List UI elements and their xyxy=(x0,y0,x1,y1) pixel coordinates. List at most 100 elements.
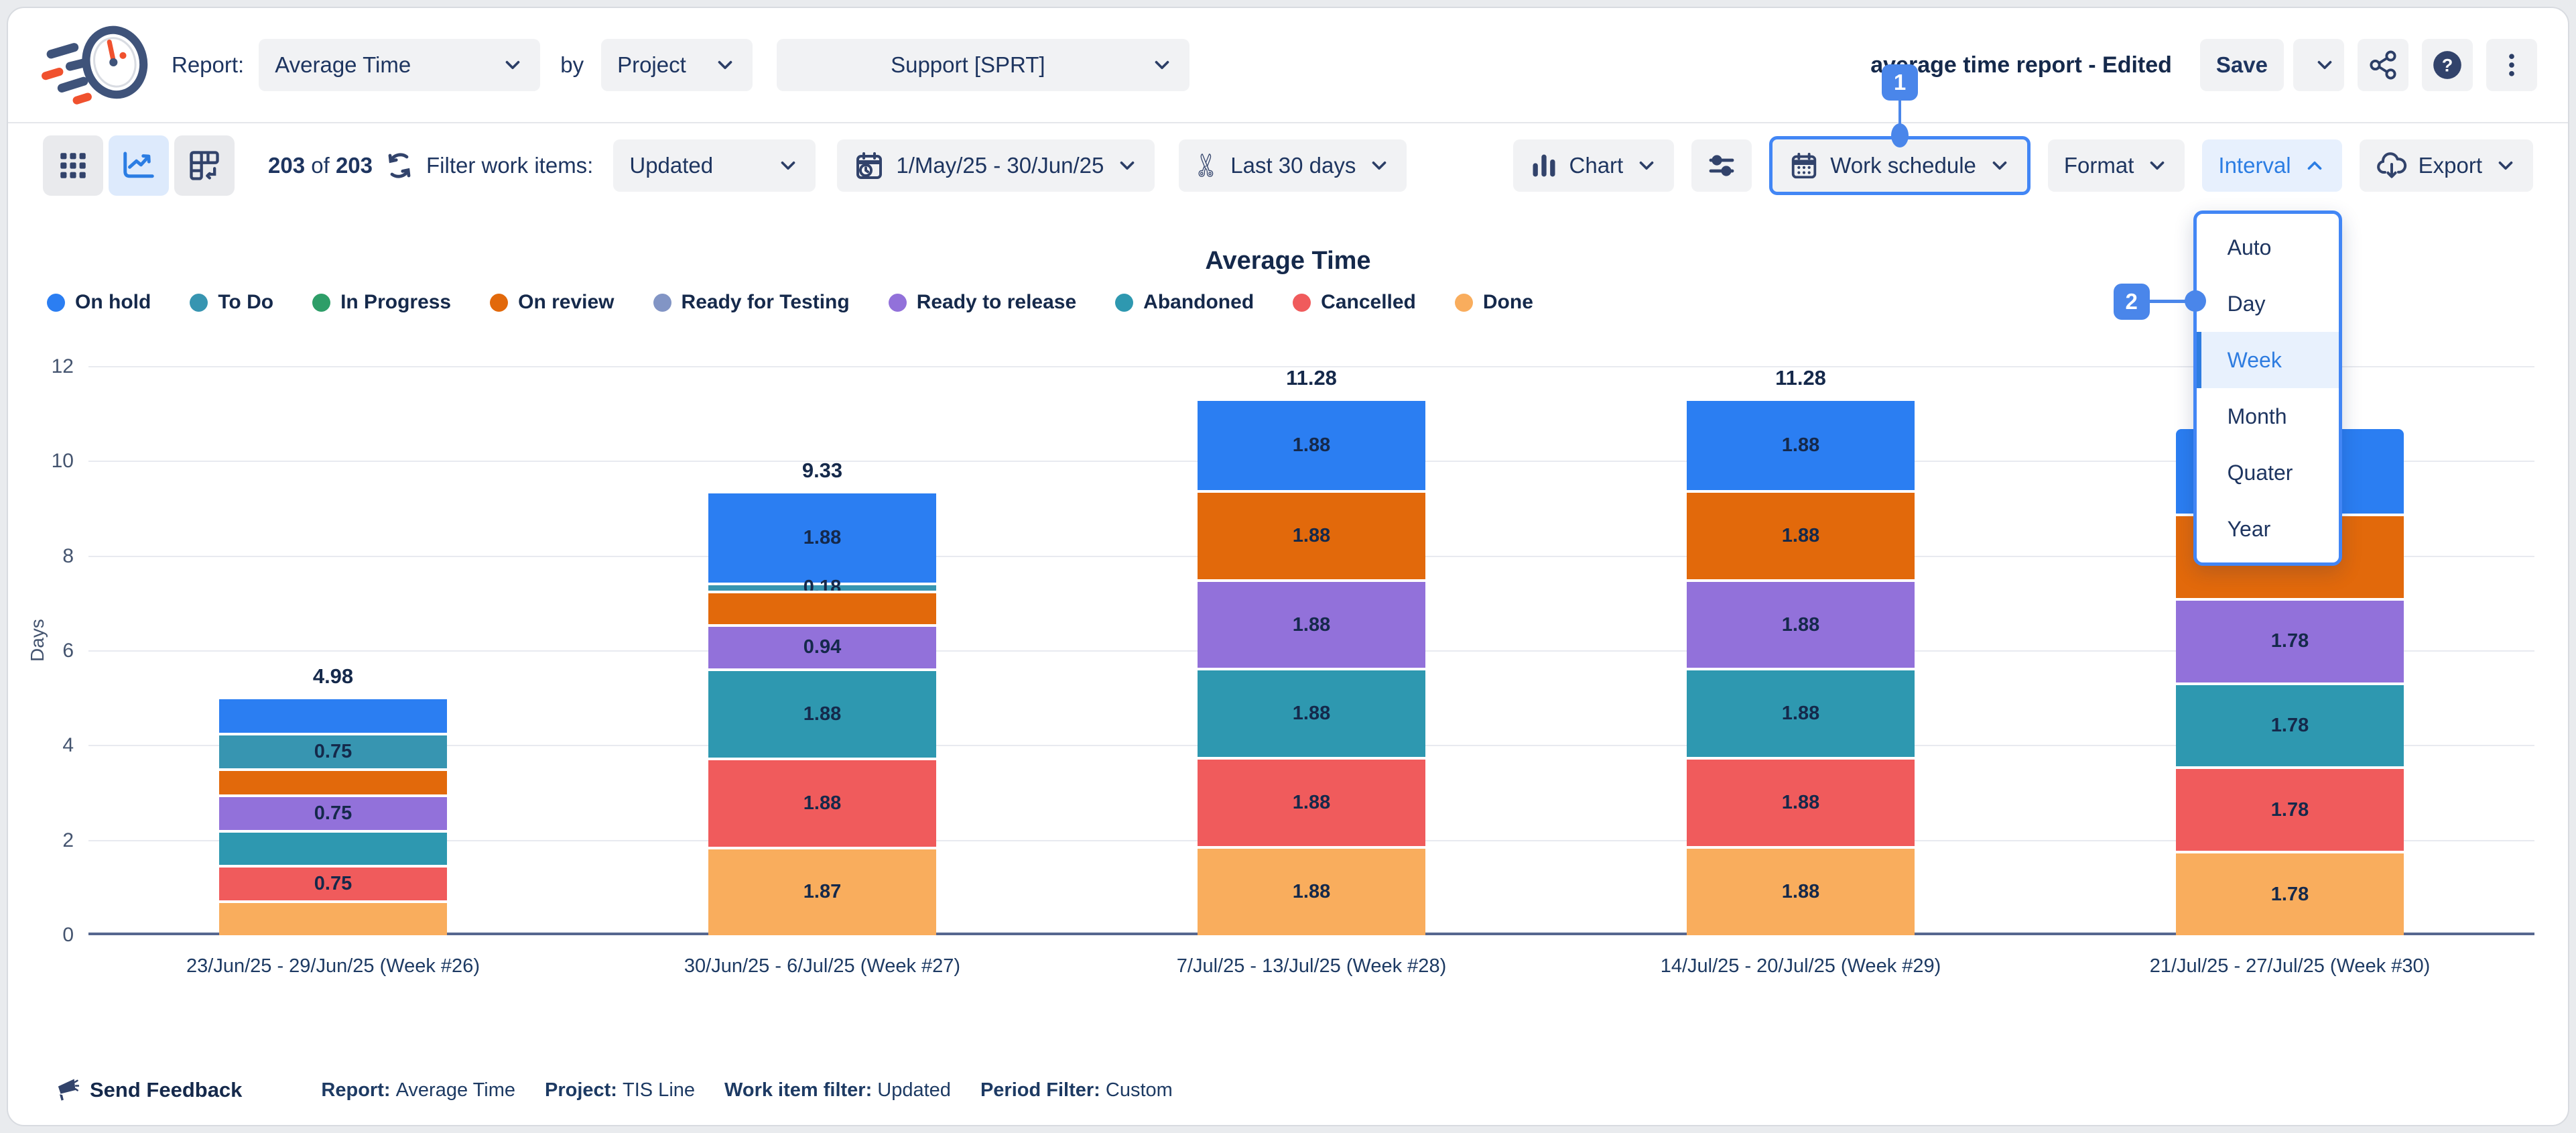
header: Report: Average Time by Project Support … xyxy=(8,8,2568,122)
bar-segment-ready-to-release[interactable]: 1.78 xyxy=(2176,597,2404,682)
view-toggle-pivot[interactable] xyxy=(174,135,235,196)
legend-item-ready-to-release[interactable]: Ready to release xyxy=(888,291,1076,314)
bar-segment-ready-to-release[interactable]: 0.75 xyxy=(219,794,447,831)
format-select[interactable]: Format xyxy=(2047,139,2185,192)
chevron-down-icon xyxy=(718,60,732,70)
bar-segment-ready-to-release[interactable]: 0.94 xyxy=(708,623,936,669)
project-select-value: Support [SPRT] xyxy=(891,52,1045,77)
interval-select[interactable]: Interval 2 Auto Day Week Month Quater Year xyxy=(2113,139,2342,566)
interval-option-year[interactable]: Year xyxy=(2227,516,2271,541)
legend-item-ready-for-testing[interactable]: Ready for Testing xyxy=(653,291,850,314)
project-select[interactable]: Support [SPRT] xyxy=(777,39,1190,91)
legend-label: In Progress xyxy=(340,291,452,313)
save-button[interactable]: Save xyxy=(2199,39,2284,91)
bar-segment-cancelled[interactable]: 1.88 xyxy=(1198,757,1425,847)
bar-segment-done[interactable]: 1.87 xyxy=(708,846,936,935)
chevron-down-icon xyxy=(1639,161,1654,170)
legend-label: Abandoned xyxy=(1143,291,1254,313)
bar-segment-done[interactable]: 1.78 xyxy=(2176,851,2404,935)
bar-segment-ready-to-release[interactable]: 1.88 xyxy=(1198,579,1425,668)
interval-option-day[interactable]: Day xyxy=(2227,291,2266,316)
bar-segment-abandoned[interactable]: 1.88 xyxy=(1198,668,1425,758)
period-preset-value: Last 30 days xyxy=(1230,153,1356,178)
bar-segment-on-review[interactable] xyxy=(219,768,447,795)
report-select[interactable]: Average Time xyxy=(259,39,541,91)
bar-column: 11.28 1.88 1.88 1.88 1.88 1.88 1.88 xyxy=(1556,366,2045,935)
stacked-bar: 9.33 1.88 0.18 0.94 1.88 1.88 1.87 xyxy=(708,459,936,935)
bar-segment-on-hold[interactable]: 1.88 xyxy=(1198,400,1425,490)
toolbar: 203 of 203 Filter work items: Updated 1/… xyxy=(8,64,2568,566)
bar-segment-done[interactable] xyxy=(219,900,447,935)
interval-option-week[interactable]: Week xyxy=(2196,332,2339,388)
legend-label: On review xyxy=(518,291,615,313)
bar-segment-cancelled[interactable]: 1.88 xyxy=(1687,757,1915,847)
legend-item-on-review[interactable]: On review xyxy=(490,291,615,314)
chart-title: Average Time xyxy=(1205,247,1371,275)
bar-segment-abandoned[interactable]: 1.88 xyxy=(1687,668,1915,758)
segment-value-label: 1.87 xyxy=(803,881,842,903)
bar-segment-on-review[interactable]: 1.88 xyxy=(1687,489,1915,579)
legend-item-cancelled[interactable]: Cancelled xyxy=(1293,291,1416,314)
bar-segment-abandoned[interactable] xyxy=(219,830,447,865)
export-button[interactable]: Export xyxy=(2359,139,2533,192)
refresh-icon[interactable] xyxy=(383,150,415,182)
svg-text:?: ? xyxy=(2442,55,2453,76)
segment-value-label: 1.88 xyxy=(1292,613,1331,636)
x-axis-labels: 23/Jun/25 - 29/Jun/25 (Week #26) 30/Jun/2… xyxy=(88,955,2534,977)
legend-item-abandoned[interactable]: Abandoned xyxy=(1115,291,1254,314)
segment-value-label: 0.75 xyxy=(314,741,352,763)
chart-type-select[interactable]: Chart xyxy=(1512,139,1675,192)
bar-segment-to-do[interactable]: 0.18 xyxy=(708,577,936,598)
line-chart-icon xyxy=(123,152,154,178)
chart-settings-button[interactable] xyxy=(1691,139,1752,192)
date-range-select[interactable]: 1/May/25 - 30/Jun/25 xyxy=(837,139,1155,192)
cloud-download-icon xyxy=(2376,152,2406,178)
bar-segment-on-hold[interactable] xyxy=(219,699,447,733)
segment-value-label: 1.88 xyxy=(803,526,842,548)
annotation-connector-2-dot xyxy=(2184,290,2206,312)
bar-segment-cancelled[interactable]: 1.88 xyxy=(708,758,936,847)
summary-item: Work item filter: Updated xyxy=(724,1079,951,1101)
bar-segment-to-do[interactable]: 0.75 xyxy=(219,733,447,769)
help-button[interactable]: ? xyxy=(2422,39,2473,91)
chevron-down-icon xyxy=(781,161,795,170)
bar-segment-on-review[interactable] xyxy=(708,591,936,624)
bar-segment-done[interactable]: 1.88 xyxy=(1687,846,1915,935)
bar-segment-abandoned[interactable]: 1.78 xyxy=(2176,682,2404,767)
send-feedback-button[interactable]: Send Feedback xyxy=(50,1075,242,1105)
legend-item-in-progress[interactable]: In Progress xyxy=(312,291,451,314)
interval-option-quater[interactable]: Quater xyxy=(2227,460,2293,485)
legend-item-on-hold[interactable]: On hold xyxy=(47,291,151,314)
legend-dot xyxy=(1293,293,1311,312)
segment-value-label: 1.88 xyxy=(803,703,842,725)
legend-item-done[interactable]: Done xyxy=(1454,291,1533,314)
gridline xyxy=(88,366,2534,367)
bar-segment-done[interactable]: 1.88 xyxy=(1198,846,1425,935)
bar-segment-cancelled[interactable]: 1.78 xyxy=(2176,766,2404,851)
group-by-select[interactable]: Project xyxy=(601,39,753,91)
share-button[interactable] xyxy=(2358,39,2408,91)
bar-segment-on-review[interactable]: 1.88 xyxy=(1198,489,1425,579)
bar-segment-ready-to-release[interactable]: 1.88 xyxy=(1687,579,1915,668)
y-tick-label: 8 xyxy=(62,544,74,567)
bar-segment-on-hold[interactable]: 1.88 xyxy=(1687,400,1915,490)
legend-item-to-do[interactable]: To Do xyxy=(190,291,273,314)
filter-field-select[interactable]: Updated xyxy=(613,139,816,192)
save-options-button[interactable] xyxy=(2293,39,2344,91)
view-toggle-chart[interactable] xyxy=(109,135,169,196)
bar-segment-abandoned[interactable]: 1.88 xyxy=(708,668,936,758)
chevron-down-icon xyxy=(1992,161,2007,170)
bar-segment-cancelled[interactable]: 0.75 xyxy=(219,864,447,900)
bar-segment-on-hold[interactable]: 1.88 xyxy=(708,493,936,583)
plot-area: Days 0 2 4 6 8 10 12 4.98 0.75 0.75 0.75 9.33 1.88 0.… xyxy=(27,355,2534,946)
period-preset-select[interactable]: ✄ Last 30 days xyxy=(1179,139,1407,192)
interval-option-auto[interactable]: Auto xyxy=(2227,235,2272,259)
chevron-up-icon xyxy=(2307,161,2321,170)
chevron-down-icon xyxy=(1155,60,1169,70)
report-label: Report: xyxy=(172,52,245,77)
interval-option-month[interactable]: Month xyxy=(2227,404,2287,428)
work-schedule-button[interactable]: 1 Work schedule xyxy=(1769,64,2031,195)
more-options-button[interactable] xyxy=(2486,39,2537,91)
view-toggle-grid[interactable] xyxy=(43,135,103,196)
filter-field-value: Updated xyxy=(629,153,714,178)
